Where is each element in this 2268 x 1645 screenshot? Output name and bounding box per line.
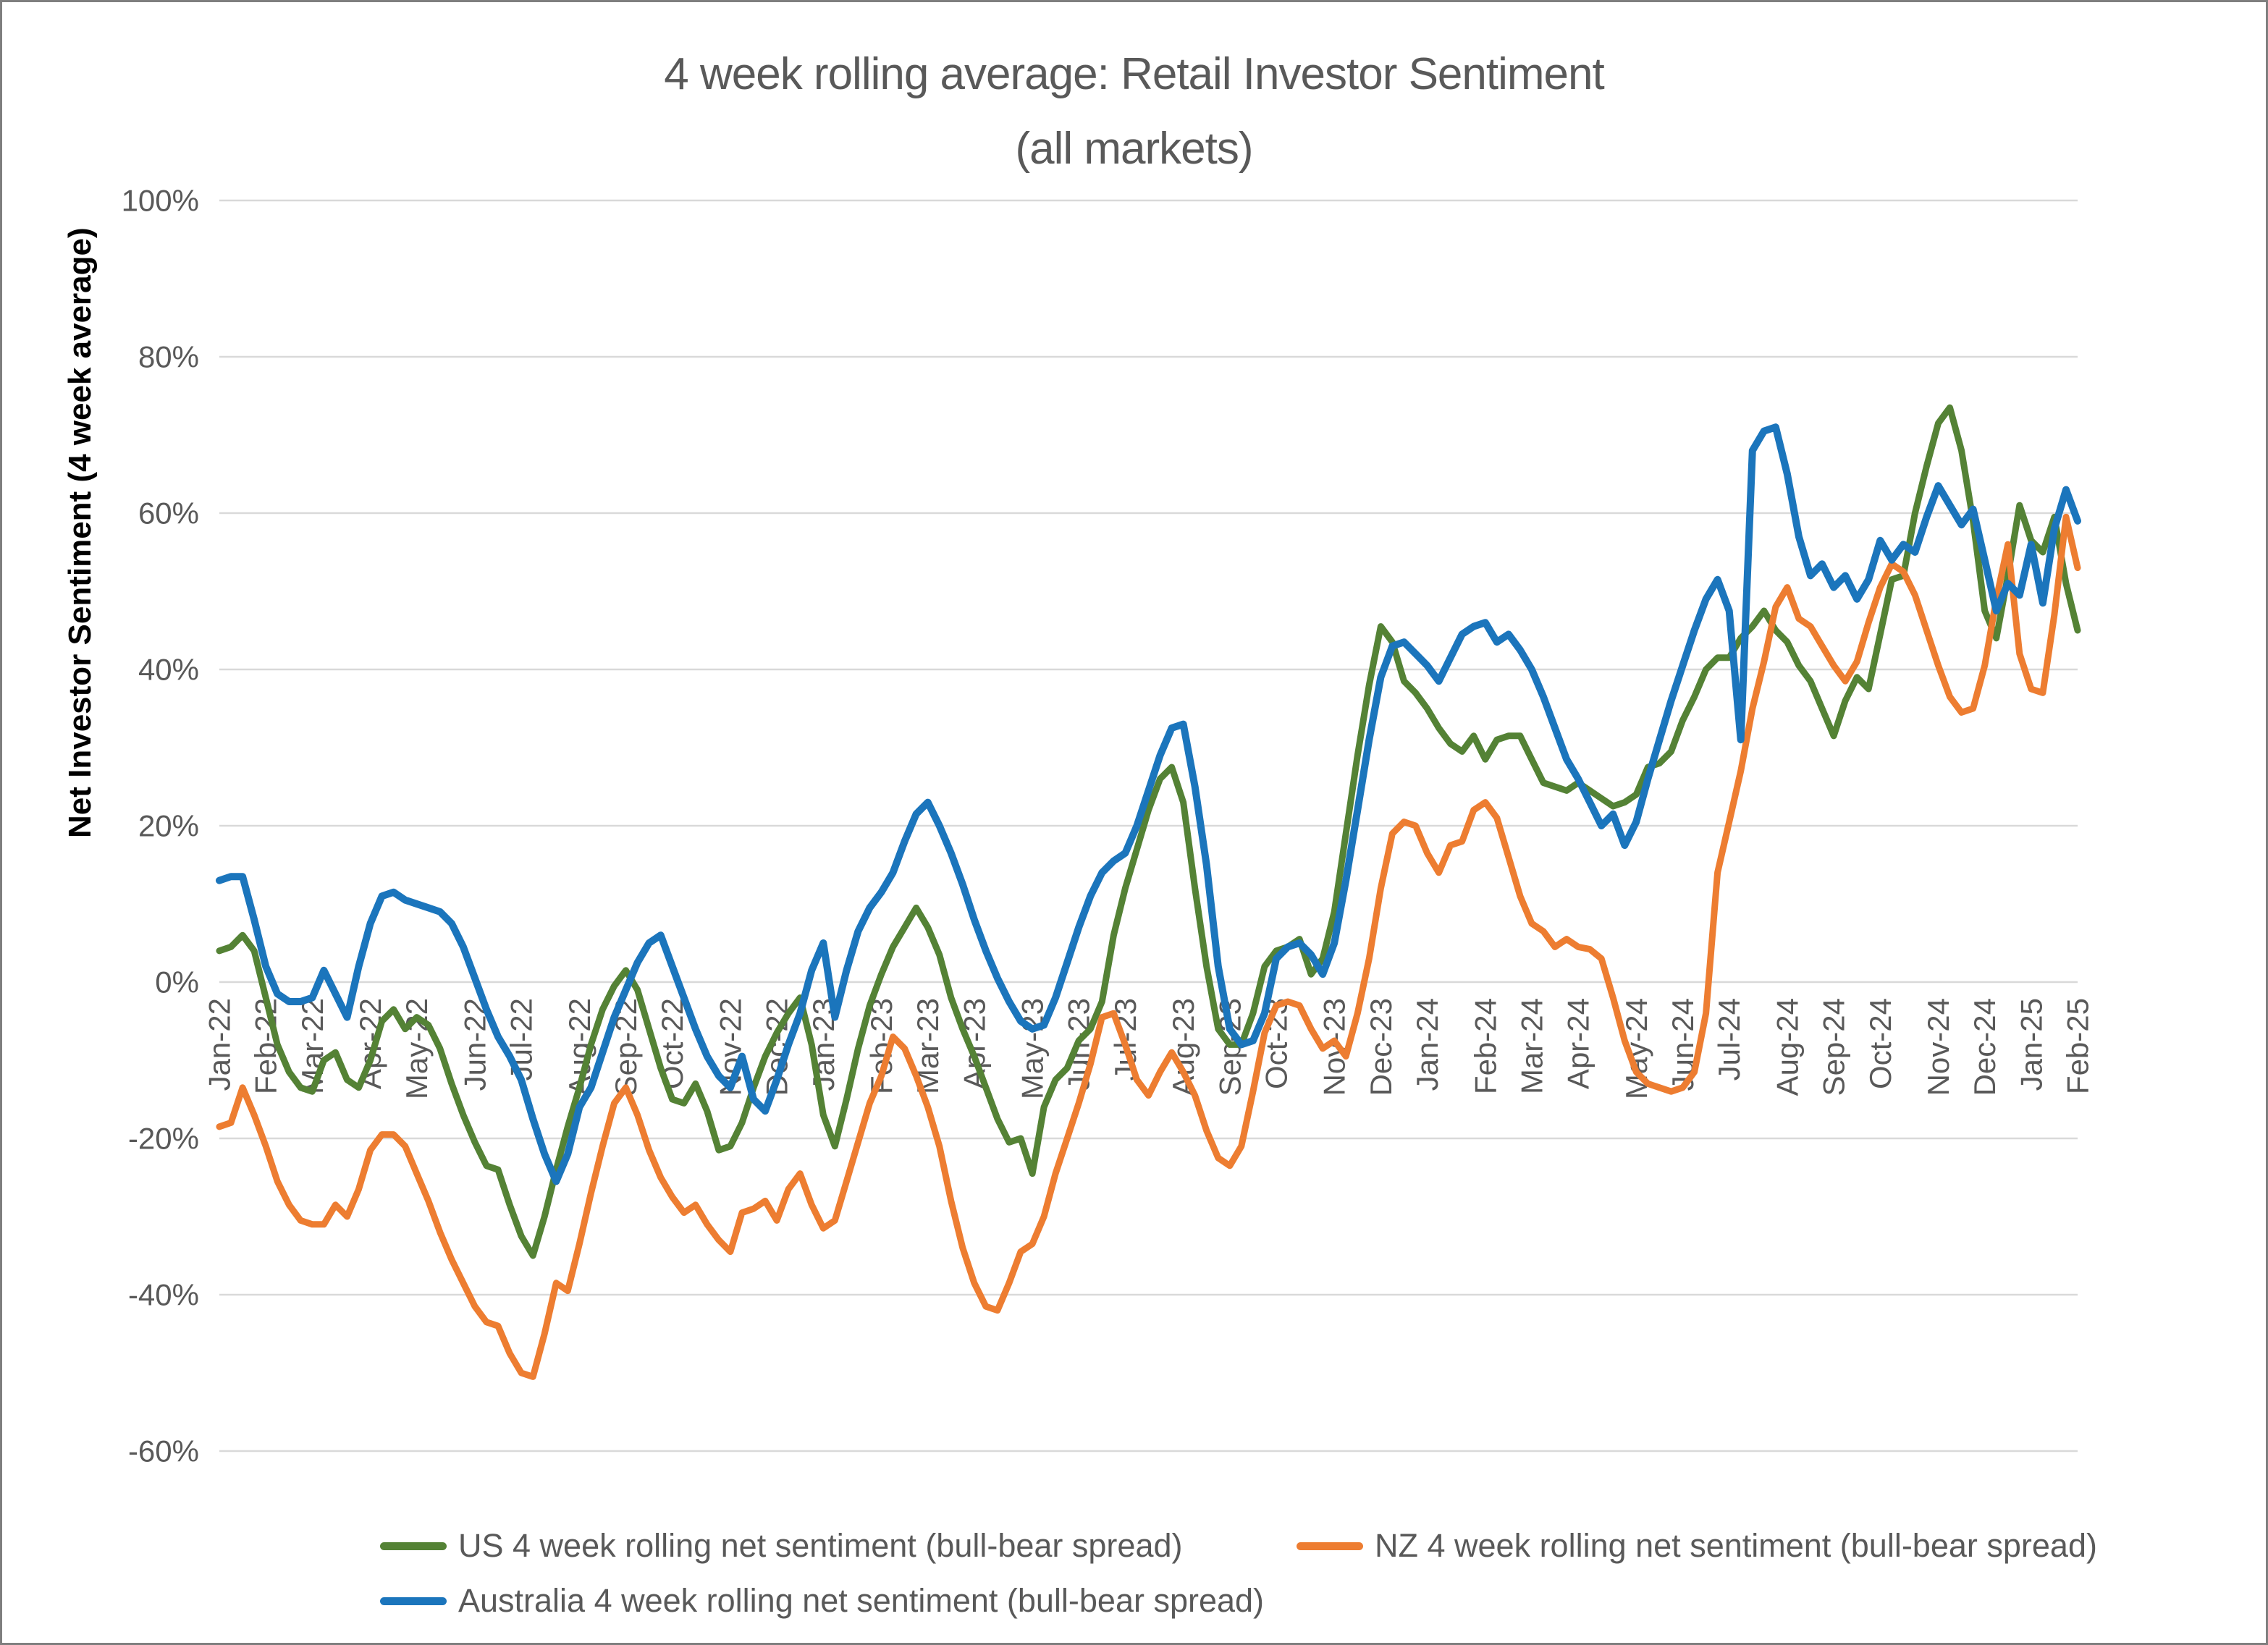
series-line-2 xyxy=(216,423,2081,1185)
x-tick-label-Jul-22: Jul-22 xyxy=(505,998,539,1081)
y-tick-label: 20% xyxy=(138,809,199,843)
x-tick-label-Apr-24: Apr-24 xyxy=(1561,998,1595,1089)
series-line-0 xyxy=(216,404,2081,1259)
y-tick-label: -20% xyxy=(128,1122,199,1156)
legend-item-nz: NZ 4 week rolling net sentiment (bull-be… xyxy=(1297,1527,2097,1565)
y-tick-label: 60% xyxy=(138,496,199,530)
legend-label-australia: Australia 4 week rolling net sentiment (… xyxy=(458,1582,1265,1619)
x-tick-label-Dec-24: Dec-24 xyxy=(1968,998,2002,1096)
y-tick-label: 0% xyxy=(155,965,199,999)
x-tick-label-May-23: May-23 xyxy=(1016,998,1050,1099)
legend-item-us: US 4 week rolling net sentiment (bull-be… xyxy=(380,1527,1182,1565)
series-line-1 xyxy=(216,513,2081,1380)
y-tick-label: -40% xyxy=(128,1278,199,1312)
legend-item-australia: Australia 4 week rolling net sentiment (… xyxy=(380,1582,1264,1620)
x-tick-label-Apr-23: Apr-23 xyxy=(957,998,991,1089)
australia-series-swatch-icon xyxy=(380,1597,447,1605)
x-tick-label-Jan-24: Jan-24 xyxy=(1410,998,1444,1091)
x-tick-label-Sep-24: Sep-24 xyxy=(1817,998,1851,1096)
y-tick-label: -60% xyxy=(128,1434,199,1468)
x-tick-label-Apr-22: Apr-22 xyxy=(353,998,387,1089)
us-series-swatch-icon xyxy=(380,1542,447,1550)
x-tick-label-Feb-24: Feb-24 xyxy=(1468,998,1502,1094)
legend-label-us: US 4 week rolling net sentiment (bull-be… xyxy=(458,1527,1183,1564)
chart-title: 4 week rolling average: Retail Investor … xyxy=(2,37,2266,186)
x-tick-label-Oct-24: Oct-24 xyxy=(1863,998,1897,1089)
x-tick-label-Jan-22: Jan-22 xyxy=(203,998,237,1091)
x-tick-label-May-22: May-22 xyxy=(400,998,434,1099)
nz-series-swatch-icon xyxy=(1297,1542,1363,1550)
x-tick-label-Aug-24: Aug-24 xyxy=(1770,998,1804,1096)
y-tick-label: 80% xyxy=(138,340,199,374)
x-tick-label-Feb-25: Feb-25 xyxy=(2061,998,2095,1094)
chart-title-line1: 4 week rolling average: Retail Investor … xyxy=(664,49,1604,99)
x-tick-label-Aug-23: Aug-23 xyxy=(1166,998,1200,1096)
x-tick-label-Dec-23: Dec-23 xyxy=(1364,998,1398,1096)
x-tick-label-Mar-22: Mar-22 xyxy=(295,998,329,1094)
x-tick-label-Mar-24: Mar-24 xyxy=(1514,998,1548,1094)
y-tick-label: 100% xyxy=(122,184,199,218)
x-tick-label-Jul-24: Jul-24 xyxy=(1712,998,1746,1081)
x-tick-label-Jan-25: Jan-25 xyxy=(2014,998,2048,1091)
legend-label-nz: NZ 4 week rolling net sentiment (bull-be… xyxy=(1375,1527,2097,1564)
x-tick-label-Nov-24: Nov-24 xyxy=(1921,998,1955,1096)
y-tick-label: 40% xyxy=(138,653,199,687)
chart-title-line2: (all markets) xyxy=(1015,124,1253,174)
